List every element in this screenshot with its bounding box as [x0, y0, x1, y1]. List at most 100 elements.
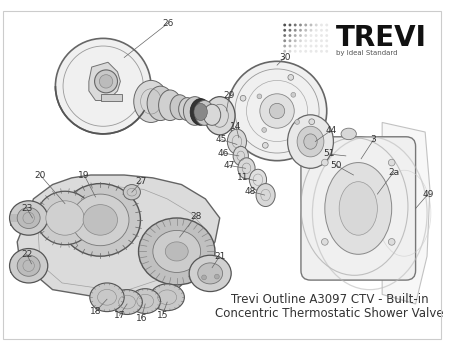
Polygon shape [382, 122, 430, 304]
Ellipse shape [17, 208, 40, 229]
Ellipse shape [179, 98, 196, 120]
Polygon shape [10, 211, 29, 225]
Ellipse shape [94, 70, 118, 93]
Circle shape [388, 239, 395, 245]
Circle shape [304, 39, 307, 42]
Circle shape [315, 39, 318, 42]
Circle shape [283, 29, 286, 32]
Ellipse shape [46, 201, 84, 235]
Ellipse shape [256, 184, 275, 206]
Text: 14: 14 [230, 122, 242, 131]
Ellipse shape [249, 169, 266, 190]
Circle shape [291, 92, 296, 97]
Circle shape [294, 50, 297, 53]
Circle shape [304, 34, 307, 37]
Ellipse shape [297, 126, 324, 157]
Text: 48: 48 [245, 187, 256, 196]
Text: 45: 45 [216, 135, 227, 144]
Ellipse shape [83, 205, 118, 235]
Circle shape [299, 23, 302, 27]
Ellipse shape [130, 289, 160, 314]
Ellipse shape [100, 75, 113, 88]
Ellipse shape [123, 184, 140, 200]
FancyBboxPatch shape [301, 137, 416, 280]
Circle shape [310, 34, 312, 37]
Ellipse shape [260, 94, 294, 128]
Text: 26: 26 [162, 19, 174, 28]
Ellipse shape [112, 290, 142, 315]
Text: 44: 44 [326, 126, 337, 135]
Circle shape [294, 29, 297, 32]
Polygon shape [89, 62, 120, 100]
Circle shape [315, 34, 318, 37]
Circle shape [288, 29, 292, 32]
Circle shape [283, 39, 286, 42]
Polygon shape [12, 214, 27, 222]
Circle shape [326, 44, 328, 48]
Text: 51: 51 [323, 149, 334, 159]
Ellipse shape [183, 97, 206, 125]
Ellipse shape [238, 158, 255, 179]
Text: 28: 28 [190, 212, 201, 220]
Circle shape [304, 50, 307, 53]
Ellipse shape [165, 242, 188, 261]
Text: 11: 11 [237, 173, 248, 182]
Ellipse shape [195, 100, 214, 125]
Circle shape [320, 29, 323, 32]
Ellipse shape [10, 248, 48, 283]
Circle shape [315, 23, 318, 27]
Ellipse shape [205, 97, 235, 135]
Text: 20: 20 [34, 170, 46, 180]
Circle shape [294, 39, 297, 42]
Circle shape [288, 23, 292, 27]
Ellipse shape [17, 255, 40, 276]
Circle shape [214, 274, 219, 279]
Text: 3: 3 [371, 135, 377, 144]
Text: 50: 50 [331, 161, 342, 170]
Circle shape [320, 39, 323, 42]
Circle shape [288, 39, 292, 42]
Ellipse shape [269, 103, 285, 119]
Circle shape [304, 23, 307, 27]
Text: TREVI: TREVI [336, 24, 427, 52]
Circle shape [320, 34, 323, 37]
Ellipse shape [287, 115, 333, 168]
Circle shape [283, 23, 286, 27]
Circle shape [304, 29, 307, 32]
Circle shape [257, 94, 262, 99]
Circle shape [299, 44, 302, 48]
Circle shape [240, 96, 246, 101]
Ellipse shape [189, 255, 231, 292]
Polygon shape [10, 259, 29, 272]
Circle shape [262, 128, 266, 132]
Ellipse shape [341, 128, 356, 140]
Ellipse shape [227, 61, 327, 161]
Circle shape [294, 34, 297, 37]
Ellipse shape [72, 194, 129, 246]
Circle shape [283, 50, 286, 53]
Polygon shape [17, 175, 220, 302]
Polygon shape [101, 94, 122, 102]
Circle shape [288, 44, 292, 48]
Circle shape [326, 50, 328, 53]
Ellipse shape [36, 191, 93, 245]
Circle shape [283, 34, 286, 37]
Text: by Ideal Standard: by Ideal Standard [336, 50, 397, 56]
Circle shape [320, 44, 323, 48]
Circle shape [315, 29, 318, 32]
Text: 47: 47 [224, 161, 235, 170]
Text: 2a: 2a [388, 168, 399, 177]
Ellipse shape [10, 201, 48, 235]
Circle shape [320, 50, 323, 53]
Ellipse shape [90, 283, 124, 312]
Circle shape [294, 44, 297, 48]
Circle shape [295, 120, 299, 124]
Text: 17: 17 [113, 311, 125, 320]
Ellipse shape [55, 38, 151, 134]
Circle shape [283, 44, 286, 48]
Ellipse shape [194, 103, 207, 120]
Circle shape [262, 142, 268, 148]
Circle shape [310, 44, 312, 48]
Text: 30: 30 [279, 53, 291, 62]
Text: 27: 27 [136, 177, 147, 186]
